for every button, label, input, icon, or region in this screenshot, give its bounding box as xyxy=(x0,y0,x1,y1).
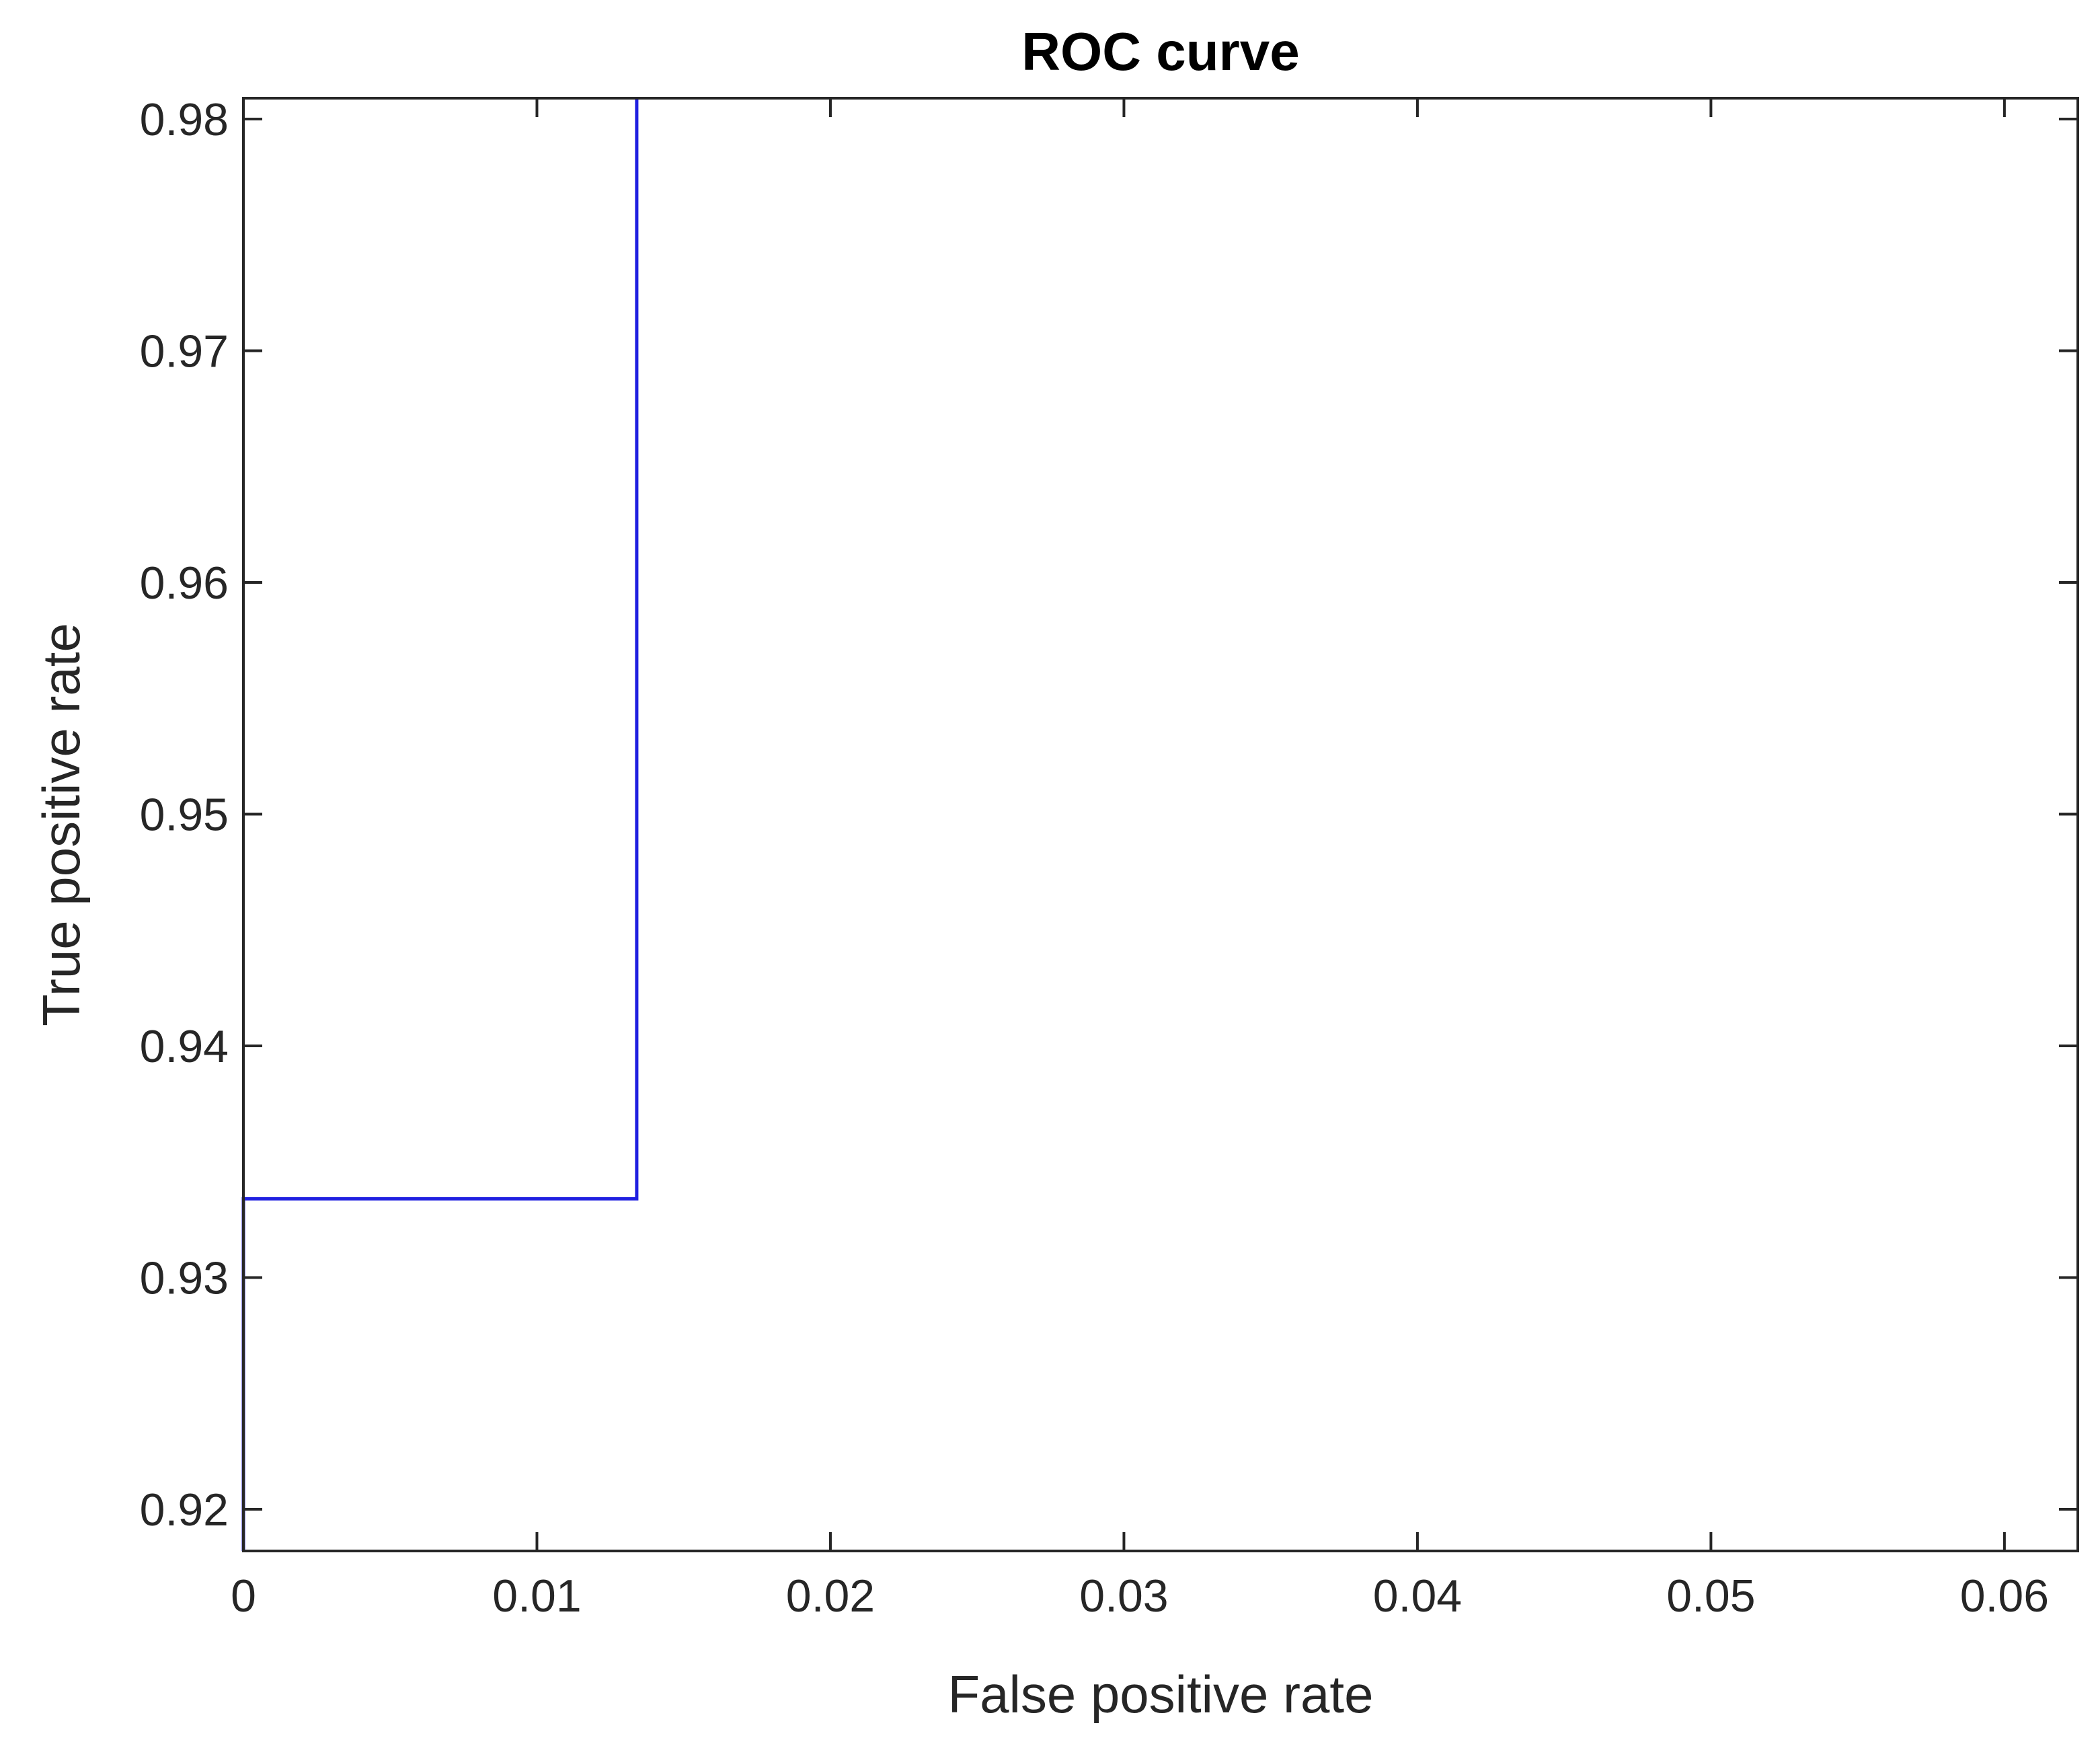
x-tick-label: 0.03 xyxy=(1079,1570,1168,1622)
ticks-group xyxy=(242,98,2078,1551)
y-axis-label: True positive rate xyxy=(32,623,91,1026)
x-tick-labels: 0 0.01 0.02 0.03 0.04 0.05 0.06 xyxy=(231,1570,2049,1622)
x-tick-label: 0.05 xyxy=(1666,1570,1755,1622)
chart-title: ROC curve xyxy=(1021,22,1299,81)
y-tick-label: 0.93 xyxy=(140,1252,229,1303)
y-tick-label: 0.98 xyxy=(140,94,229,145)
x-tick-label: 0.04 xyxy=(1373,1570,1462,1622)
y-tick-label: 0.96 xyxy=(140,558,229,609)
y-tick-labels: 0.92 0.93 0.94 0.95 0.96 0.97 0.98 xyxy=(140,94,229,1536)
x-tick-label: 0.06 xyxy=(1960,1570,2049,1622)
y-tick-label: 0.97 xyxy=(140,326,229,377)
y-tick-label: 0.95 xyxy=(140,789,229,840)
y-tick-label: 0.94 xyxy=(140,1021,229,1072)
x-axis-label: False positive rate xyxy=(948,1665,1374,1724)
plot-area xyxy=(243,98,2078,1551)
plot-background xyxy=(243,98,2078,1551)
y-tick-label: 0.92 xyxy=(140,1484,229,1536)
x-tick-label: 0 xyxy=(231,1570,256,1622)
x-tick-label: 0.01 xyxy=(492,1570,581,1622)
x-tick-label: 0.02 xyxy=(786,1570,875,1622)
axes-box xyxy=(242,97,2079,1552)
